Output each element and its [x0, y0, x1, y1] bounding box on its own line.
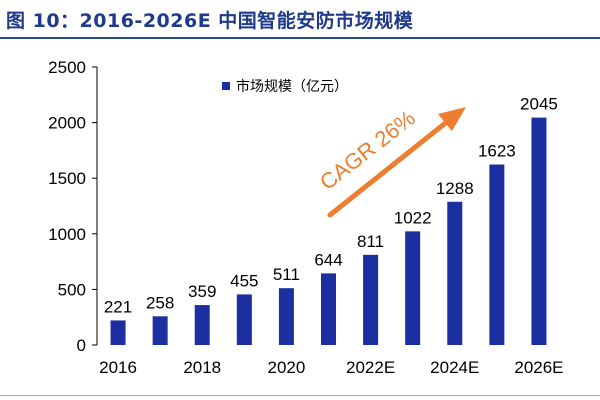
bottom-divider: [0, 395, 600, 396]
data-label: 511: [273, 265, 300, 284]
data-label: 258: [146, 293, 174, 312]
figure-title: 图 10：2016-2026E 中国智能安防市场规模: [6, 9, 414, 32]
y-tick-label: 500: [58, 280, 86, 299]
y-tick-label: 1500: [48, 169, 86, 188]
data-label: 359: [188, 282, 216, 301]
data-label: 221: [104, 297, 132, 316]
bar: [194, 305, 210, 345]
y-tick-label: 1000: [48, 225, 86, 244]
bar: [531, 117, 547, 345]
bar: [363, 254, 379, 345]
data-label: 455: [230, 271, 258, 290]
y-tick-label: 0: [77, 336, 86, 355]
x-tick-label: 2018: [183, 358, 221, 377]
cagr-arrow-shaft: [327, 118, 451, 218]
x-tick-label: 2024E: [430, 358, 479, 377]
data-label: 2045: [520, 95, 558, 114]
bar: [405, 231, 421, 345]
x-tick-label: 2020: [267, 358, 305, 377]
data-label: 1022: [394, 208, 432, 227]
bar: [278, 288, 294, 345]
data-label: 1623: [478, 142, 516, 161]
data-label: 644: [314, 250, 342, 269]
legend-label: 市场规模（亿元）: [236, 78, 348, 94]
bar: [110, 320, 126, 345]
x-tick-label: 2016: [99, 358, 137, 377]
x-tick-label: 2026E: [514, 358, 563, 377]
bar: [236, 294, 252, 345]
y-tick-label: 2000: [48, 114, 86, 133]
data-label: 1288: [436, 179, 474, 198]
bar: [489, 164, 505, 345]
y-tick-label: 2500: [48, 58, 86, 77]
x-tick-label: 2022E: [346, 358, 395, 377]
data-label: 811: [357, 232, 384, 251]
bar: [321, 273, 336, 345]
bar: [447, 201, 463, 345]
cagr-annotation: CAGR 26%: [315, 105, 420, 195]
cagr-arrow-head: [438, 107, 466, 131]
title-divider: [0, 37, 600, 39]
bar: [152, 316, 168, 345]
legend-swatch: [222, 82, 230, 90]
figure-title-bar: 图 10：2016-2026E 中国智能安防市场规模: [0, 0, 600, 38]
